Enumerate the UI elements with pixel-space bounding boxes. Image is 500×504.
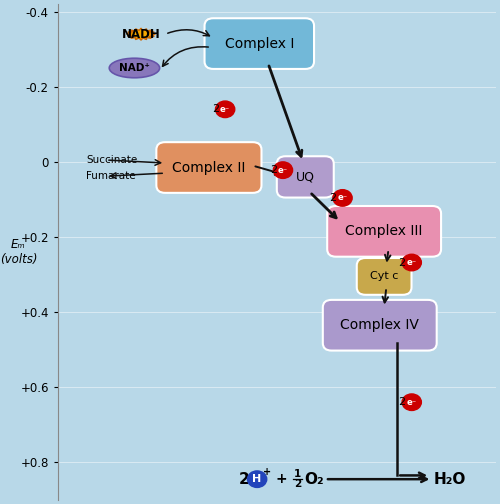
Text: Succinate: Succinate xyxy=(86,155,138,165)
Text: 2: 2 xyxy=(212,104,219,114)
Text: e⁻: e⁻ xyxy=(220,105,230,114)
Text: 2: 2 xyxy=(238,472,250,487)
Text: 1: 1 xyxy=(294,469,302,479)
Text: e⁻: e⁻ xyxy=(338,194,347,203)
Text: Complex II: Complex II xyxy=(172,160,246,174)
FancyBboxPatch shape xyxy=(357,258,412,295)
Text: 2: 2 xyxy=(330,193,336,203)
FancyBboxPatch shape xyxy=(323,300,436,351)
Circle shape xyxy=(333,190,352,206)
Circle shape xyxy=(402,394,421,410)
Polygon shape xyxy=(126,28,156,40)
Text: e⁻: e⁻ xyxy=(278,166,288,175)
FancyBboxPatch shape xyxy=(156,142,262,193)
Circle shape xyxy=(274,162,292,178)
Text: Complex IV: Complex IV xyxy=(340,318,419,332)
FancyBboxPatch shape xyxy=(204,18,314,69)
Text: H: H xyxy=(252,474,262,484)
Text: e⁻: e⁻ xyxy=(406,398,417,407)
Text: NAD⁺: NAD⁺ xyxy=(119,63,150,73)
Text: e⁻: e⁻ xyxy=(406,258,417,267)
Text: 2: 2 xyxy=(398,397,406,407)
Text: 2: 2 xyxy=(294,479,302,489)
Text: Complex I: Complex I xyxy=(224,37,294,50)
Text: H₂O: H₂O xyxy=(434,472,466,487)
Ellipse shape xyxy=(110,58,160,78)
Circle shape xyxy=(216,101,235,117)
Text: 2: 2 xyxy=(398,258,406,268)
Text: +: + xyxy=(276,472,287,486)
FancyBboxPatch shape xyxy=(327,206,441,257)
Text: 2: 2 xyxy=(270,165,277,175)
Text: Cyt c: Cyt c xyxy=(370,272,398,281)
Text: O₂: O₂ xyxy=(304,472,324,487)
Circle shape xyxy=(248,471,266,487)
Circle shape xyxy=(402,254,421,271)
Text: +: + xyxy=(262,467,271,477)
FancyBboxPatch shape xyxy=(277,156,334,198)
Text: Complex III: Complex III xyxy=(346,224,423,238)
Text: NADH: NADH xyxy=(122,28,160,41)
Text: UQ: UQ xyxy=(296,170,315,183)
Text: Eₘ
(volts): Eₘ (volts) xyxy=(0,238,37,266)
Text: Fumarate: Fumarate xyxy=(86,171,136,181)
